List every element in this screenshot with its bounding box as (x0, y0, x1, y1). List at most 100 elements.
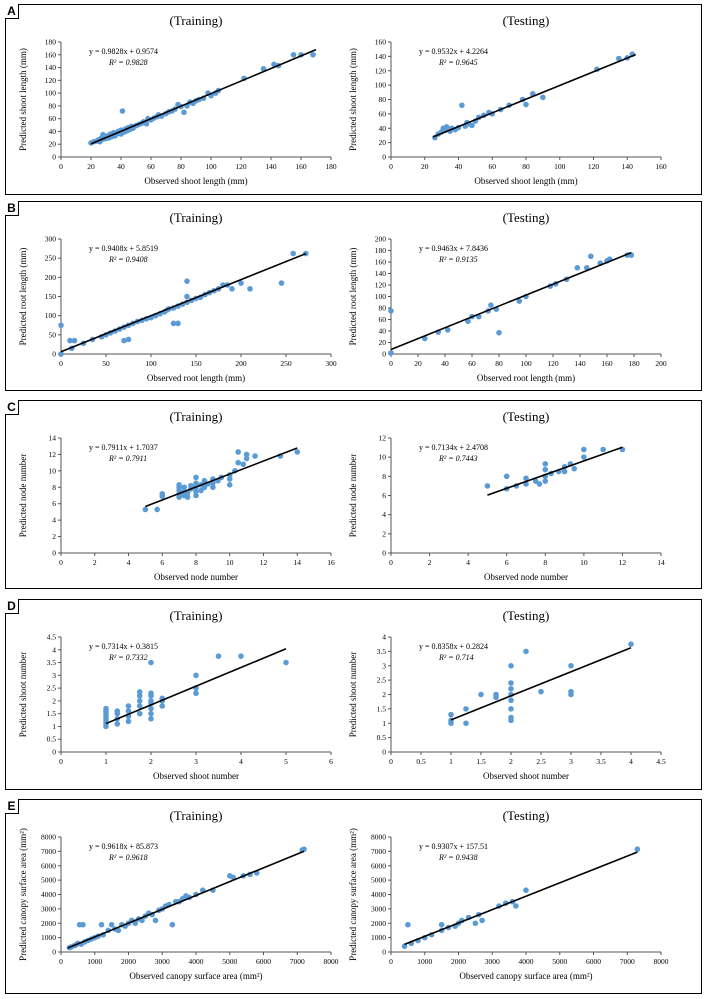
x-tick-label: 14 (294, 558, 302, 567)
x-tick-label: 5 (284, 757, 288, 766)
data-point (484, 483, 491, 489)
y-tick-label: 3.5 (47, 658, 57, 667)
x-tick-label: 300 (325, 359, 337, 368)
data-point (125, 703, 132, 709)
data-point (98, 921, 105, 928)
x-tick-label: 0 (389, 162, 393, 171)
chart-title: (Training) (170, 13, 223, 28)
x-tick-label: 6000 (586, 957, 601, 966)
chart-title: (Training) (170, 608, 223, 623)
y-tick-label: 2 (382, 529, 386, 538)
y-tick-label: 200 (375, 235, 387, 244)
r-squared-label: R² = 0.7332 (108, 653, 148, 662)
y-axis-label: Predicted node number (348, 454, 358, 537)
scatter-chart: (Testing) 0 20 40 60 80 100 120 140 160 0 20 40 60 80 1… (348, 13, 667, 186)
panel-letter: C (5, 400, 19, 415)
data-point (235, 449, 241, 455)
y-tick-label: 2.5 (377, 676, 387, 685)
data-point (516, 298, 523, 304)
y-tick-label: 6 (382, 491, 386, 500)
y-tick-label: 10 (379, 453, 387, 462)
x-axis-label: Observed node number (154, 572, 238, 582)
x-tick-label: 5000 (222, 957, 237, 966)
x-tick-label: 180 (325, 162, 337, 171)
data-point (303, 250, 309, 257)
y-tick-label: 180 (45, 38, 57, 47)
y-tick-label: 10 (49, 466, 57, 475)
data-point (136, 710, 143, 717)
y-tick-label: 6 (52, 499, 56, 508)
y-tick-label: 2000 (41, 919, 56, 928)
regression-equation: y = 0.9618x + 85.873 (89, 842, 158, 851)
data-point (588, 253, 594, 260)
data-point (159, 491, 166, 497)
data-point (67, 337, 73, 344)
data-point (479, 917, 485, 924)
x-tick-label: 200 (235, 359, 247, 368)
data-point (523, 648, 529, 655)
y-axis-label: Predicted canopy surface area (mm²) (348, 828, 358, 961)
data-point (193, 474, 199, 481)
y-axis-label: Predicted shoot length (mm) (348, 48, 358, 151)
figure-panel: C (Training) 0 2 4 6 8 10 12 14 16 0 2 4 6 8 10 12 14 Obser… (5, 400, 702, 589)
data-point (80, 921, 86, 928)
data-point (542, 478, 549, 484)
x-tick-label: 120 (547, 359, 559, 368)
data-point (114, 721, 121, 727)
x-tick-label: 1000 (87, 957, 102, 966)
data-point (132, 920, 139, 927)
y-tick-label: 12 (379, 434, 387, 443)
y-tick-label: 0 (52, 549, 56, 558)
figure-panel: E (Training) 0 1000 2000 3000 4000 5000 6000 7000… (5, 799, 702, 994)
x-tick-label: 5000 (552, 957, 567, 966)
y-tick-label: 80 (379, 304, 387, 313)
x-tick-label: 0 (59, 558, 63, 567)
y-tick-label: 40 (49, 127, 57, 136)
y-tick-label: 60 (49, 114, 57, 123)
regression-equation: y = 0.9463x + 7.8436 (419, 244, 488, 253)
y-tick-label: 20 (379, 138, 387, 147)
x-tick-label: 100 (205, 162, 217, 171)
data-point (488, 302, 494, 308)
x-tick-label: 16 (327, 558, 335, 567)
x-tick-label: 1 (104, 757, 108, 766)
data-point (238, 280, 244, 286)
data-point (508, 680, 514, 686)
x-tick-label: 2.5 (536, 757, 546, 766)
y-tick-label: 6000 (41, 861, 56, 870)
data-point (175, 320, 181, 327)
y-tick-label: 12 (49, 450, 57, 459)
panel-letter: A (5, 4, 19, 19)
x-axis-label: Observed root length (mm) (477, 373, 575, 383)
regression-equation: y = 0.9408x + 5.8519 (89, 244, 158, 253)
y-tick-label: 4000 (371, 890, 386, 899)
y-tick-label: 8 (382, 472, 386, 481)
regression-line (145, 447, 298, 508)
figure-panel: B (Training) 0 50 100 150 200 250 300 0 50 100 150 20… (5, 201, 702, 391)
y-tick-label: 20 (379, 338, 387, 347)
y-tick-label: 80 (379, 95, 387, 104)
data-point (148, 698, 154, 704)
y-tick-label: 2 (52, 532, 56, 541)
x-tick-label: 3 (194, 757, 198, 766)
x-axis-label: Observed shoot length (mm) (144, 176, 247, 186)
y-axis-label: Predicted shoot number (18, 652, 28, 737)
y-tick-label: 40 (379, 124, 387, 133)
data-point (401, 943, 408, 950)
x-tick-label: 0 (59, 957, 63, 966)
data-point (463, 706, 469, 712)
data-point (230, 874, 236, 881)
data-point (508, 685, 514, 692)
x-tick-label: 100 (520, 359, 532, 368)
data-point (388, 308, 394, 314)
data-point (58, 322, 64, 329)
data-point (154, 506, 160, 513)
data-point (119, 108, 126, 114)
data-point (540, 94, 546, 101)
regression-equation: y = 0.7314x + 0.3815 (89, 642, 158, 651)
x-tick-label: 2 (509, 757, 513, 766)
x-tick-label: 7000 (620, 957, 635, 966)
data-point (252, 453, 258, 459)
data-point (523, 887, 529, 893)
y-tick-label: 0 (52, 350, 56, 359)
